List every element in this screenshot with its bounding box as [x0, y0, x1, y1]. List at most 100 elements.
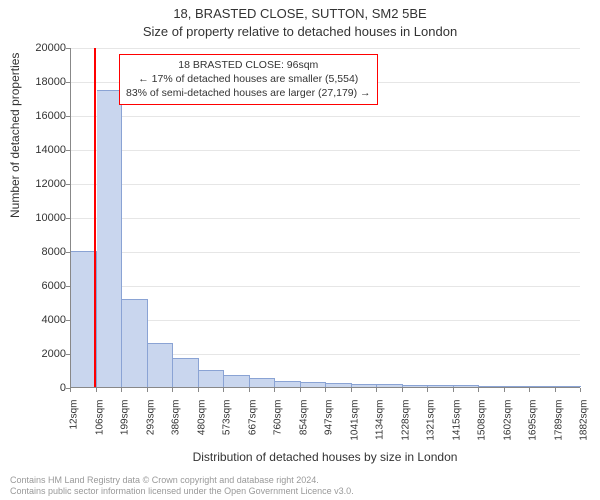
histogram-bar — [479, 386, 505, 387]
y-tick — [66, 48, 70, 49]
x-tick — [96, 388, 97, 392]
x-tick-label: 386sqm — [171, 400, 182, 454]
chart-title-line2: Size of property relative to detached ho… — [0, 24, 600, 39]
x-tick — [376, 388, 377, 392]
y-tick — [66, 218, 70, 219]
x-tick — [249, 388, 250, 392]
footer-line-2: Contains public sector information licen… — [10, 486, 354, 497]
x-tick-label: 667sqm — [247, 400, 258, 454]
annotation-line: ← 17% of detached houses are smaller (5,… — [126, 72, 371, 86]
y-tick-label: 16000 — [16, 110, 66, 122]
histogram-bar — [556, 386, 582, 387]
y-tick-label: 10000 — [16, 212, 66, 224]
y-tick — [66, 286, 70, 287]
x-tick-label: 293sqm — [145, 400, 156, 454]
histogram-bar — [71, 251, 97, 387]
y-tick — [66, 354, 70, 355]
x-tick — [402, 388, 403, 392]
y-tick-label: 18000 — [16, 76, 66, 88]
histogram-bar — [505, 386, 531, 387]
x-tick-label: 1415sqm — [451, 400, 462, 454]
x-tick — [172, 388, 173, 392]
gridline — [71, 150, 580, 151]
y-tick-label: 12000 — [16, 178, 66, 190]
x-tick — [223, 388, 224, 392]
x-tick-label: 1321sqm — [426, 400, 437, 454]
x-tick-label: 760sqm — [273, 400, 284, 454]
x-tick — [478, 388, 479, 392]
x-tick — [555, 388, 556, 392]
x-tick-label: 1882sqm — [579, 400, 590, 454]
x-tick-label: 12sqm — [69, 400, 80, 454]
histogram-bar — [173, 358, 199, 387]
x-tick-label: 106sqm — [94, 400, 105, 454]
y-tick — [66, 116, 70, 117]
annotation-line: 83% of semi-detached houses are larger (… — [126, 86, 371, 100]
x-tick — [70, 388, 71, 392]
gridline — [71, 218, 580, 219]
x-axis-title: Distribution of detached houses by size … — [70, 450, 580, 464]
x-tick — [147, 388, 148, 392]
chart-container: 18, BRASTED CLOSE, SUTTON, SM2 5BE Size … — [0, 0, 600, 500]
histogram-bar — [352, 384, 378, 387]
x-tick-label: 1228sqm — [400, 400, 411, 454]
x-tick — [121, 388, 122, 392]
annotation-box: 18 BRASTED CLOSE: 96sqm← 17% of detached… — [119, 54, 378, 105]
x-tick — [453, 388, 454, 392]
histogram-bar — [97, 90, 123, 388]
histogram-bar — [199, 370, 225, 387]
x-tick-label: 1602sqm — [502, 400, 513, 454]
gridline — [71, 252, 580, 253]
histogram-bar — [250, 378, 276, 387]
x-tick-label: 1134sqm — [375, 400, 386, 454]
histogram-bar — [428, 385, 454, 387]
gridline — [71, 48, 580, 49]
histogram-bar — [403, 385, 429, 387]
y-tick — [66, 150, 70, 151]
gridline — [71, 116, 580, 117]
x-tick-label: 199sqm — [120, 400, 131, 454]
x-tick — [529, 388, 530, 392]
x-tick — [427, 388, 428, 392]
x-tick — [198, 388, 199, 392]
x-tick — [580, 388, 581, 392]
annotation-line: 18 BRASTED CLOSE: 96sqm — [126, 58, 371, 72]
histogram-bar — [122, 299, 148, 387]
histogram-bar — [301, 382, 327, 387]
x-tick-label: 480sqm — [196, 400, 207, 454]
y-tick-label: 20000 — [16, 42, 66, 54]
x-tick — [325, 388, 326, 392]
x-tick — [351, 388, 352, 392]
gridline — [71, 184, 580, 185]
x-tick-label: 573sqm — [222, 400, 233, 454]
histogram-bar — [454, 385, 480, 387]
y-tick-label: 4000 — [16, 314, 66, 326]
chart-title-line1: 18, BRASTED CLOSE, SUTTON, SM2 5BE — [0, 6, 600, 21]
x-tick-label: 1695sqm — [528, 400, 539, 454]
x-tick-label: 1789sqm — [553, 400, 564, 454]
histogram-bar — [148, 343, 174, 387]
x-tick — [274, 388, 275, 392]
histogram-bar — [377, 384, 403, 387]
y-tick-label: 0 — [16, 382, 66, 394]
gridline — [71, 286, 580, 287]
x-tick — [300, 388, 301, 392]
y-tick — [66, 184, 70, 185]
y-tick — [66, 82, 70, 83]
histogram-bar — [224, 375, 250, 387]
histogram-bar — [530, 386, 556, 387]
histogram-bar — [275, 381, 301, 387]
x-tick-label: 947sqm — [324, 400, 335, 454]
x-tick-label: 1041sqm — [349, 400, 360, 454]
y-tick — [66, 320, 70, 321]
footer-line-1: Contains HM Land Registry data © Crown c… — [10, 475, 354, 486]
y-tick-label: 2000 — [16, 348, 66, 360]
y-tick-label: 8000 — [16, 246, 66, 258]
plot-area: 18 BRASTED CLOSE: 96sqm← 17% of detached… — [70, 48, 580, 388]
footer-attribution: Contains HM Land Registry data © Crown c… — [10, 475, 354, 498]
y-tick-label: 6000 — [16, 280, 66, 292]
property-size-marker — [94, 48, 96, 387]
x-tick — [504, 388, 505, 392]
x-tick-label: 1508sqm — [477, 400, 488, 454]
x-tick-label: 854sqm — [298, 400, 309, 454]
